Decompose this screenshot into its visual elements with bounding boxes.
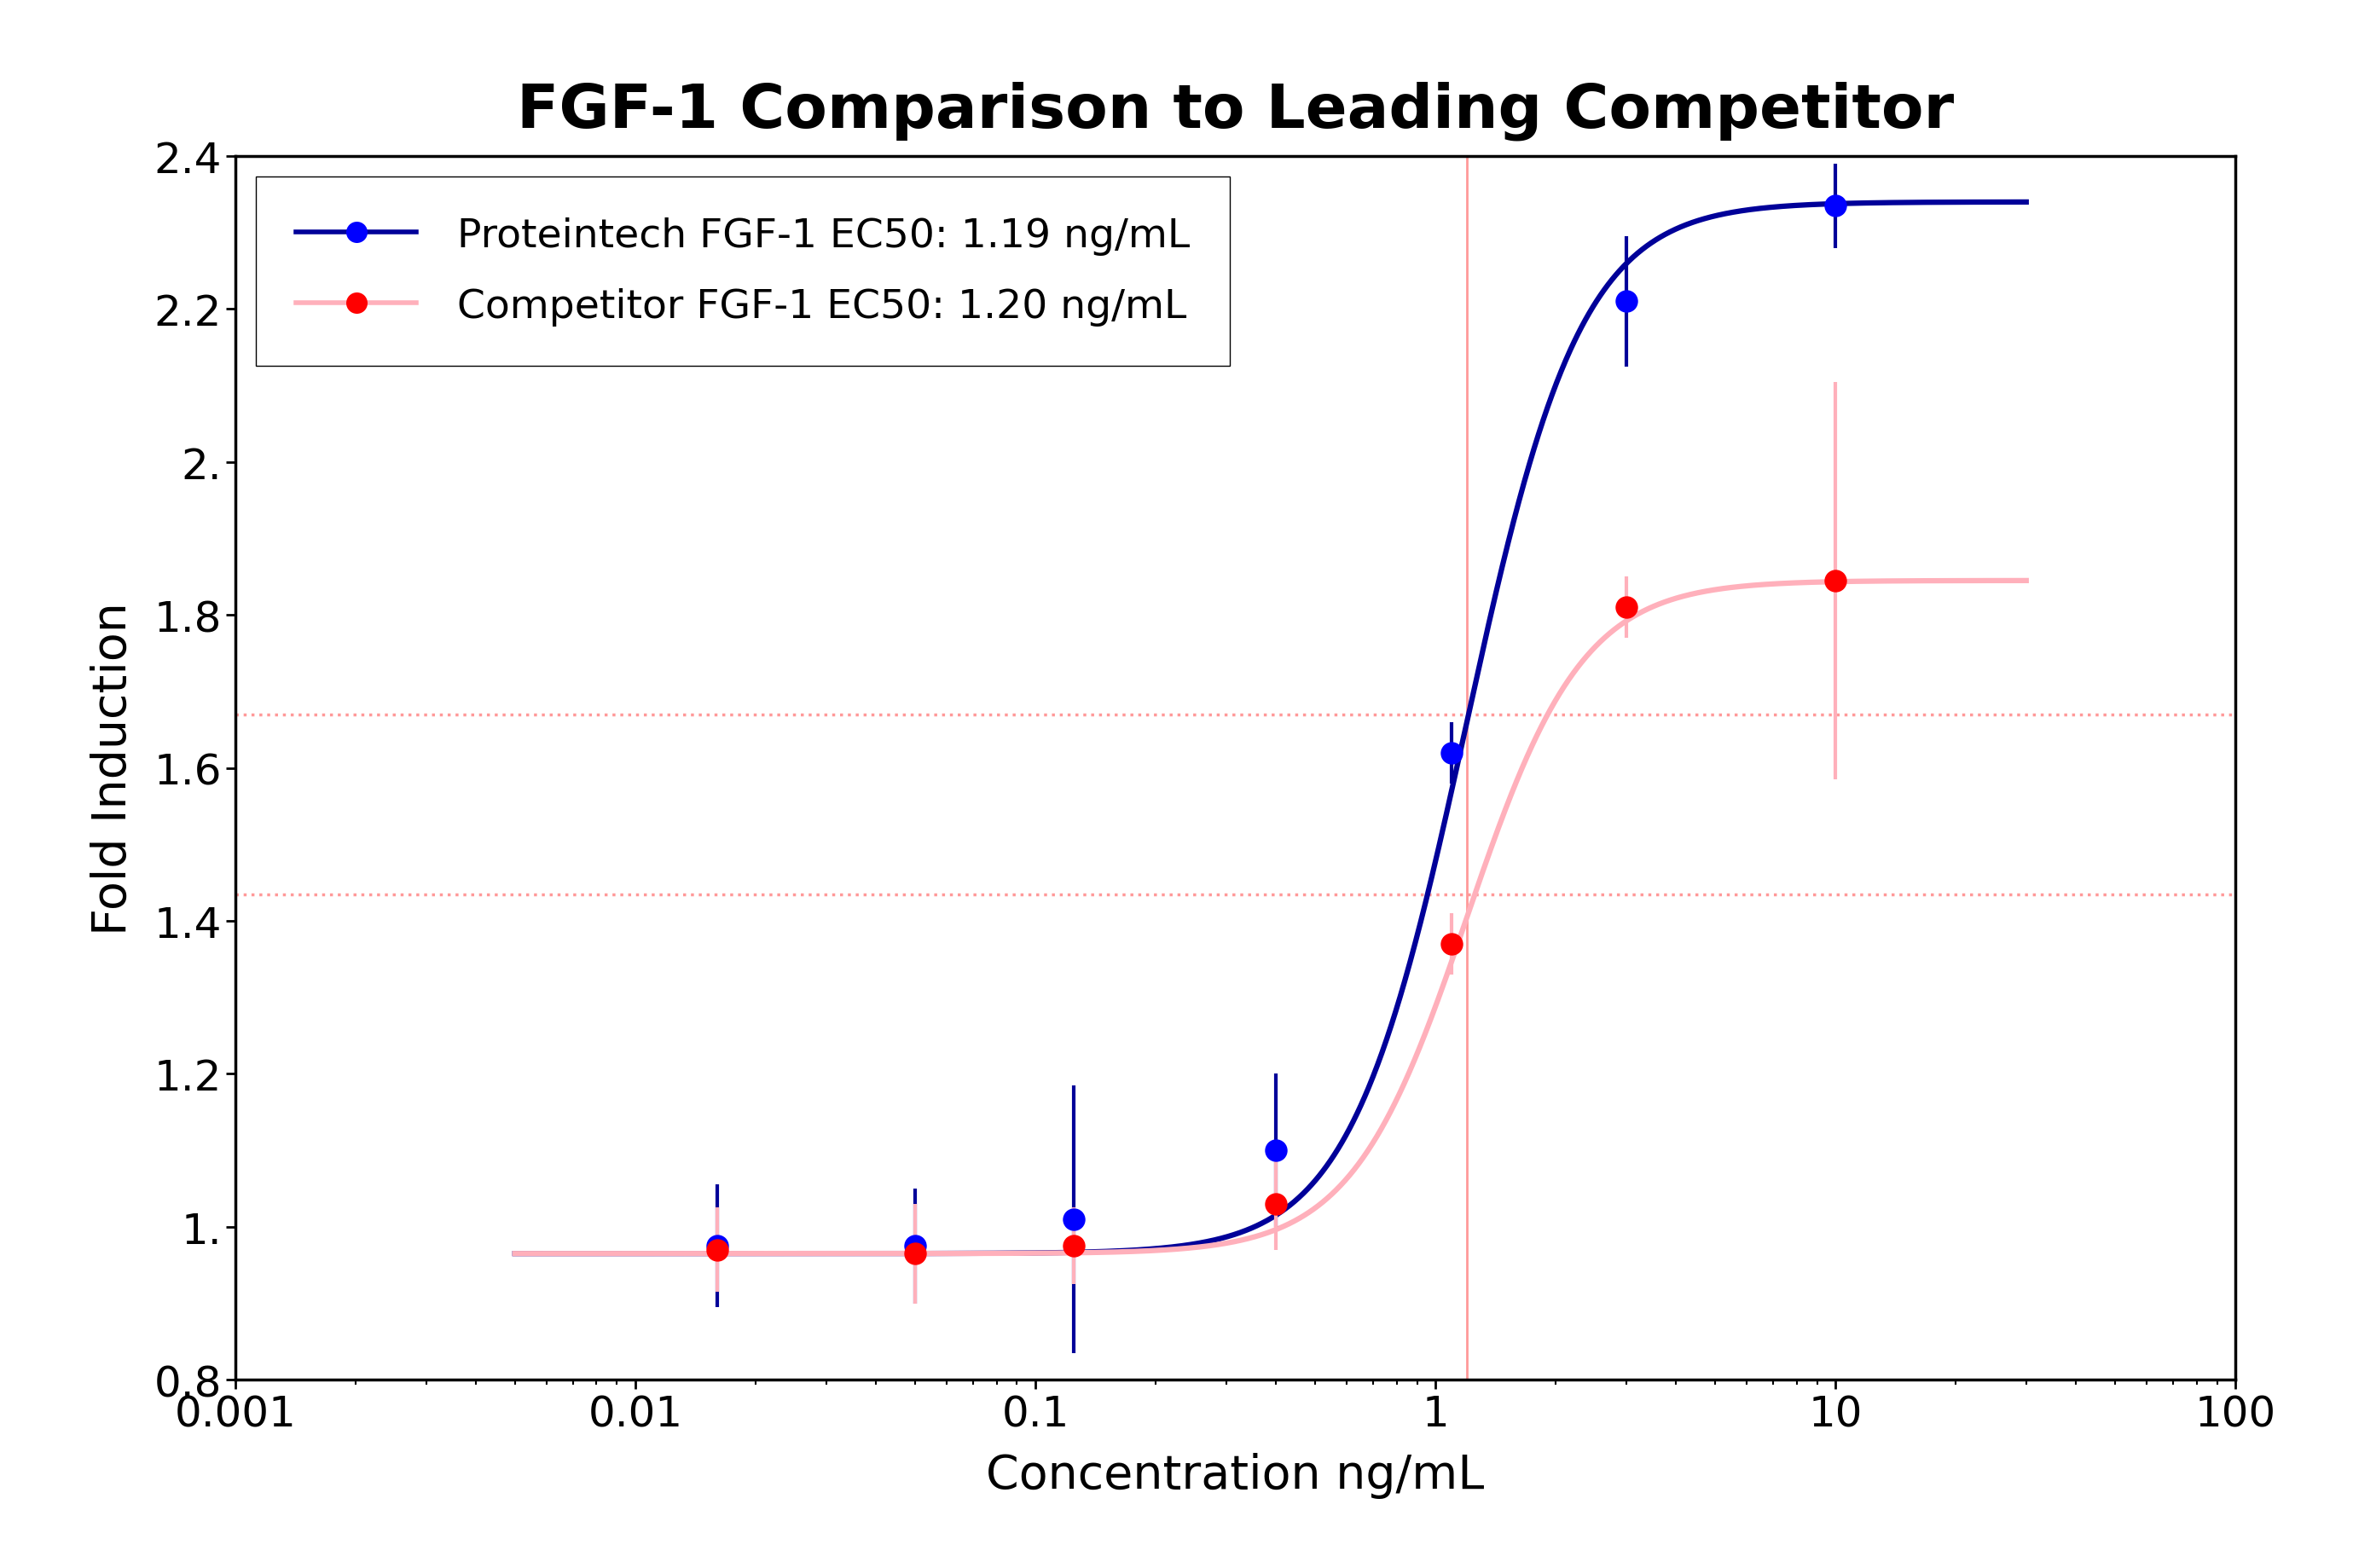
Y-axis label: Fold Induction: Fold Induction xyxy=(89,602,136,935)
Legend: Proteintech FGF-1 EC50: 1.19 ng/mL, Competitor FGF-1 EC50: 1.20 ng/mL: Proteintech FGF-1 EC50: 1.19 ng/mL, Comp… xyxy=(256,177,1231,367)
X-axis label: Concentration ng/mL: Concentration ng/mL xyxy=(986,1452,1485,1497)
Title: FGF-1 Comparison to Leading Competitor: FGF-1 Comparison to Leading Competitor xyxy=(518,82,1953,141)
